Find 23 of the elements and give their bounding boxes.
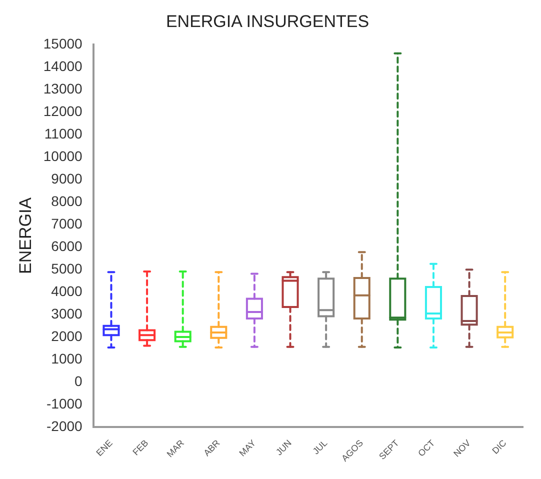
y-tick-label: 14000 [43,58,83,74]
chart-title: ENERGIA INSURGENTES [166,12,370,31]
y-tick-label: -1000 [46,395,83,412]
x-tick-label: FEB [130,438,150,458]
y-tick-label: 4000 [51,282,83,299]
x-tick-label: DIC [490,438,509,456]
y-tick-label: 3000 [51,305,83,322]
y-tick-label: 2000 [51,328,83,344]
y-tick-label: 6000 [51,238,83,254]
y-tick-label: 1000 [51,350,83,366]
y-tick-label: 12000 [43,102,83,119]
y-tick-label: 13000 [43,80,83,96]
y-tick-label: 10000 [43,148,83,164]
y-tick-label: 0 [74,372,83,389]
y-tick-label: 5000 [51,260,83,276]
y-tick-label: 7000 [51,215,83,232]
y-tick-label: 9000 [51,170,83,186]
x-tick-label: JUL [310,438,330,456]
y-tick-label: 15000 [43,35,83,52]
y-axis-title: ENERGIA [16,196,35,274]
y-tick-label: -2000 [46,418,83,434]
y-tick-label: 8000 [51,192,83,209]
y-tick-label: 11000 [44,125,83,142]
